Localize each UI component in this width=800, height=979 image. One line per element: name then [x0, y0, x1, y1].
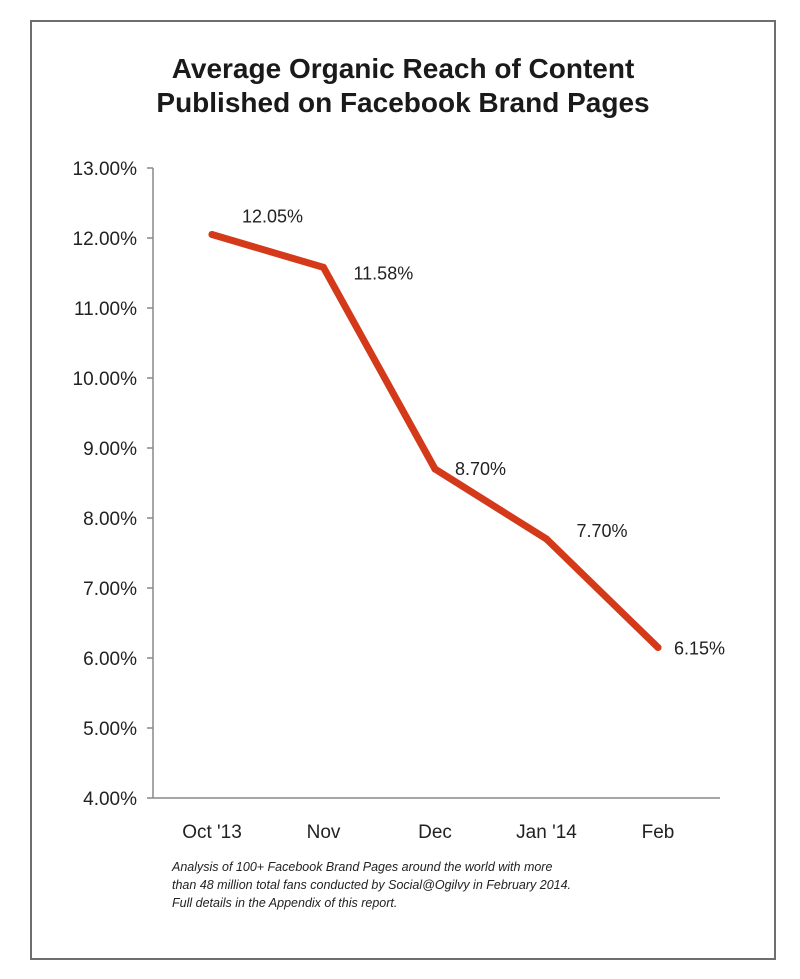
x-tick-label: Feb [642, 822, 675, 843]
x-tick-label: Jan '14 [516, 822, 577, 843]
y-tick-label: 13.00% [73, 159, 138, 180]
footnote-line-2: than 48 million total fans conducted by … [172, 878, 572, 892]
footnote-line-1: Analysis of 100+ Facebook Brand Pages ar… [172, 860, 553, 874]
y-tick-label: 4.00% [83, 789, 137, 810]
y-tick-label: 6.00% [83, 649, 137, 670]
data-label: 12.05% [242, 207, 303, 227]
chart-title-line-2: Published on Facebook Brand Pages [156, 87, 650, 118]
data-point [654, 644, 662, 651]
x-tick-label: Oct '13 [182, 822, 242, 843]
chart-footnote: Analysis of 100+ Facebook Brand Pages ar… [172, 858, 762, 912]
data-label: 6.15% [674, 639, 725, 659]
y-tick-label: 7.00% [83, 579, 137, 600]
footnote-line-3: Full details in the Appendix of this rep… [172, 896, 398, 910]
series-line [208, 231, 662, 651]
x-tick-label: Nov [307, 822, 341, 843]
y-tick-label: 8.00% [83, 509, 137, 530]
data-point [320, 263, 327, 271]
y-tick-label: 12.00% [73, 229, 138, 250]
data-label: 7.70% [577, 521, 628, 541]
x-tick-label: Dec [418, 822, 452, 843]
data-label: 11.58% [354, 263, 414, 283]
y-tick-label: 5.00% [83, 719, 137, 740]
y-tick-label: 10.00% [73, 369, 138, 390]
data-point [543, 535, 550, 543]
y-tick-label: 9.00% [83, 439, 137, 460]
data-label: 8.70% [455, 459, 506, 479]
chart-title: Average Organic Reach of Content Publish… [30, 52, 776, 120]
data-point [431, 465, 439, 473]
chart-frame [30, 20, 776, 960]
chart-title-line-1: Average Organic Reach of Content [171, 53, 635, 84]
y-tick-label: 11.00% [74, 299, 137, 320]
data-point [208, 231, 216, 238]
